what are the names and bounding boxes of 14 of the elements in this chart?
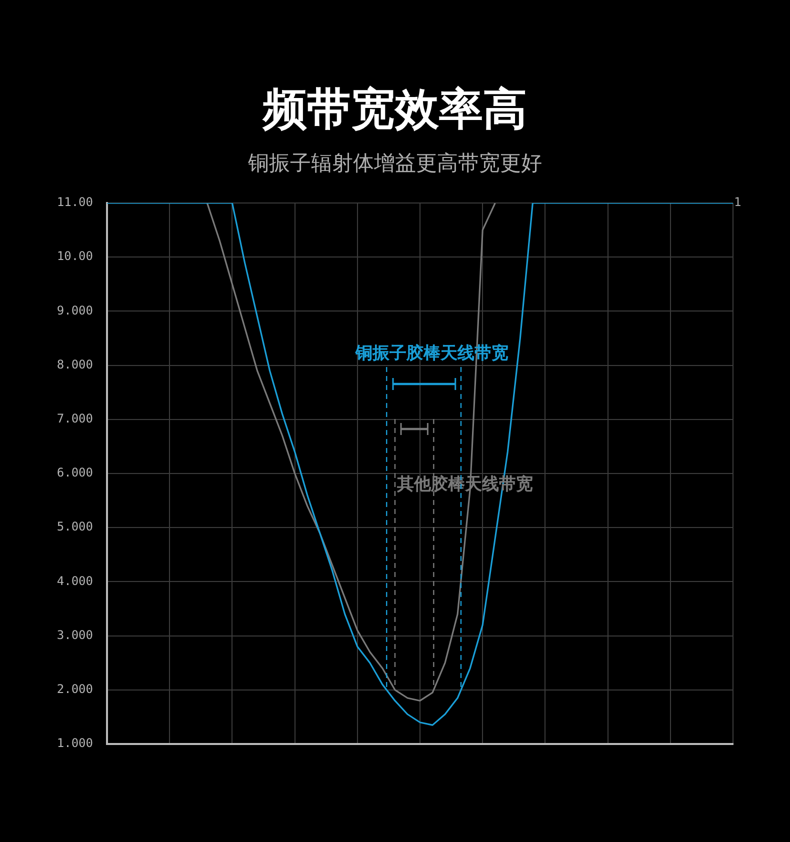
y-tick-label: 1.000: [56, 736, 93, 750]
y-tick-label: 4.000: [56, 574, 93, 588]
y-tick-label: 3.000: [56, 628, 93, 642]
y-tick-label: 7.000: [56, 412, 93, 426]
y-tick-label: 10.00: [56, 249, 93, 264]
chart-title: 频带宽效率高: [261, 83, 528, 137]
y-tick-label: 5.000: [56, 520, 93, 534]
y-tick-label: 2.000: [56, 682, 93, 696]
y-tick-label: 8.000: [56, 357, 93, 372]
y-tick-label: 11.00: [56, 195, 93, 210]
y-tick-label: 9.000: [56, 303, 93, 318]
chart-subtitle: 铜振子辐射体增益更高带宽更好: [247, 150, 543, 177]
text: 1: [734, 195, 742, 210]
y-tick-label: 6.000: [56, 466, 93, 480]
